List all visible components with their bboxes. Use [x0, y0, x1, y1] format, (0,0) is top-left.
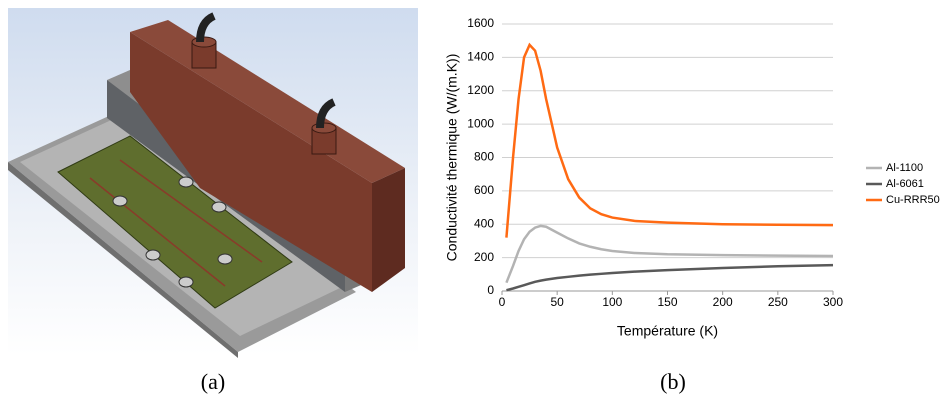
x-tick-label: 200 — [713, 295, 733, 309]
y-axis-title: Conductivité thermique (W/(m.K)) — [444, 54, 460, 262]
x-tick-label: 300 — [823, 295, 843, 309]
legend-label: Al-1100 — [886, 162, 923, 174]
y-tick-label: 800 — [474, 150, 494, 164]
y-tick-label: 1200 — [467, 83, 494, 97]
x-tick-label: 50 — [550, 295, 564, 309]
y-tick-label: 600 — [474, 183, 494, 197]
x-axis-title: Température (K) — [617, 323, 718, 339]
y-tick-label: 0 — [487, 283, 494, 297]
y-tick-label: 400 — [474, 216, 494, 230]
caption: (b) — [660, 369, 686, 394]
y-tick-label: 200 — [474, 250, 494, 264]
y-tick-label: 1000 — [467, 116, 494, 130]
line — [506, 263, 834, 292]
render-image — [8, 8, 418, 358]
chart: 0 200 400 600 800 1000 1200 1400 1600 0 50 100 150 20… — [444, 16, 940, 339]
legend-label: Cu-RRR50 — [886, 194, 940, 206]
caption: (a) — [201, 369, 225, 394]
line — [505, 42, 834, 238]
y-tick-label: 1600 — [467, 16, 494, 30]
line — [505, 224, 834, 284]
y-tick-label: 1400 — [467, 50, 494, 64]
x-tick-label: 100 — [602, 295, 622, 309]
x-tick-label: 150 — [657, 295, 677, 309]
x-tick-label: 250 — [768, 295, 788, 309]
legend-label: Al-6061 — [886, 178, 924, 190]
x-tick-label: 0 — [499, 295, 506, 309]
